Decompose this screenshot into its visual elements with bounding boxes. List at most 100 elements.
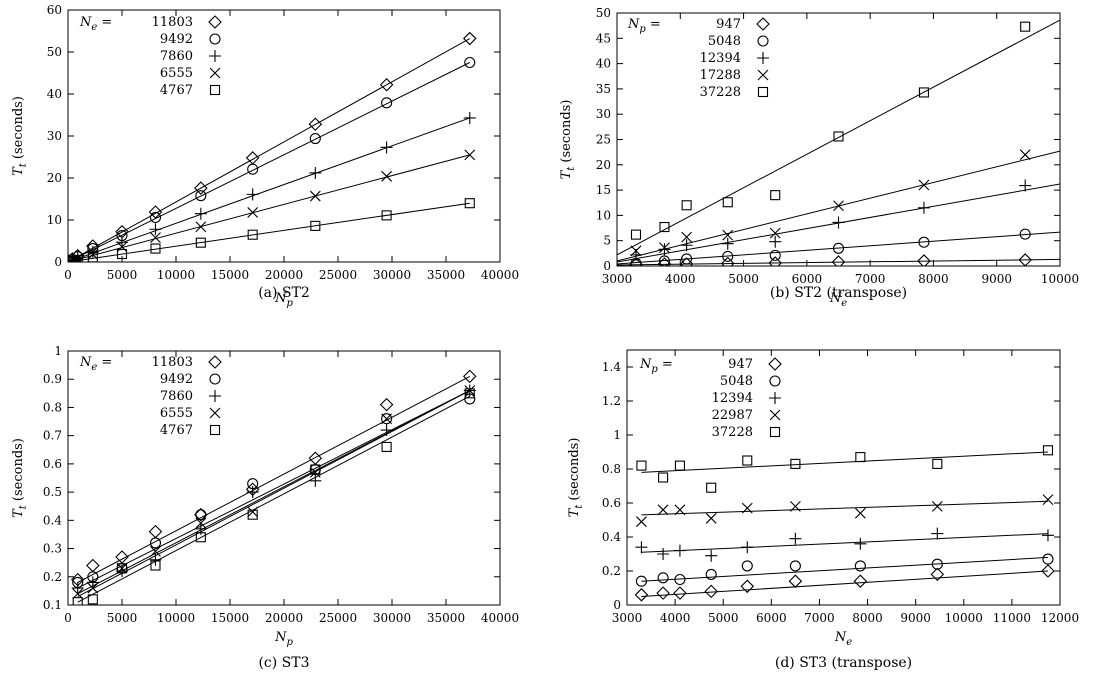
data-point-square: [1042, 445, 1054, 456]
fit-line: [641, 570, 1049, 597]
y-tick-label: 10: [47, 213, 62, 227]
y-tick-label: 0.1: [43, 598, 62, 612]
x-tick-label: 3000: [602, 272, 633, 286]
legend-entry-label: 11803: [152, 15, 193, 30]
data-point-cross: [116, 241, 128, 253]
y-tick-label: 1: [54, 344, 62, 358]
x-axis-label: Ne: [829, 291, 847, 309]
x-tick-label: 5000: [107, 268, 138, 282]
y-axis-label: Tt (seconds): [559, 100, 577, 180]
plot-frame: [626, 349, 1061, 606]
legend-entry-label: 4767: [160, 83, 193, 98]
legend-marker-plus: [209, 390, 221, 402]
data-point-circle: [705, 568, 717, 580]
x-tick-label: 35000: [427, 611, 465, 625]
data-point-square: [68, 256, 78, 262]
data-point-plus: [149, 223, 162, 236]
data-point-square: [72, 254, 83, 262]
data-point-square: [636, 460, 647, 471]
data-point-diamond: [831, 255, 846, 266]
legend-marker-cross: [769, 409, 781, 421]
x-axis-label: Np: [274, 630, 293, 648]
data-point-square: [742, 455, 753, 466]
data-point-square: [833, 131, 844, 142]
y-tick-label: 25: [596, 133, 611, 147]
data-point-plus: [680, 239, 693, 252]
data-point-plus: [1019, 179, 1032, 192]
x-tick-label: 25000: [319, 611, 357, 625]
data-point-cross: [790, 501, 801, 512]
data-point-cross: [247, 207, 259, 218]
data-point-square: [116, 248, 128, 260]
y-tick-label: 0.2: [602, 564, 621, 578]
x-tick-label: 9000: [900, 611, 931, 625]
series-17288: [617, 149, 1060, 262]
y-tick-label: 0.2: [43, 570, 62, 584]
data-point-cross: [674, 504, 686, 516]
data-point-plus: [789, 532, 802, 545]
data-point-cross: [1042, 494, 1054, 505]
data-point-circle: [195, 509, 207, 521]
y-tick-label: 50: [47, 45, 62, 59]
fit-line: [68, 62, 470, 262]
x-tick-label: 4000: [660, 611, 691, 625]
data-point-diamond: [379, 77, 394, 92]
legend-entry-label: 37228: [712, 425, 753, 440]
y-tick-label: 20: [47, 171, 62, 185]
fit-line: [617, 19, 1060, 256]
data-point-plus: [832, 216, 845, 229]
data-point-cross: [769, 227, 781, 239]
x-tick-label: 35000: [427, 268, 465, 282]
data-point-cross: [722, 229, 734, 241]
legend-entry-label: 12394: [700, 51, 741, 66]
series-9492: [72, 390, 476, 589]
x-tick-label: 10000: [157, 611, 195, 625]
fit-line: [617, 231, 1060, 265]
data-point-square: [722, 197, 733, 208]
legend-marker-square: [757, 86, 769, 98]
legend: Np = 947 5048 12394 22987 37228: [639, 357, 782, 440]
x-tick-label: 7000: [855, 272, 886, 286]
data-point-square: [674, 460, 685, 471]
legend-entry-label: 5048: [708, 34, 741, 49]
legend-title: Np =: [627, 17, 661, 35]
x-tick-label: 11000: [993, 611, 1031, 625]
plot-area: [617, 19, 1060, 266]
data-point-circle: [681, 253, 693, 265]
panel-caption: (d) ST3 (transpose): [775, 655, 912, 671]
series-37228: [636, 445, 1054, 493]
y-tick-label: 35: [596, 82, 611, 96]
data-point-square: [195, 237, 206, 248]
data-point-cross: [636, 516, 647, 528]
legend-marker-square: [209, 424, 221, 436]
legend-marker-square: [209, 84, 221, 96]
data-point-circle: [635, 575, 647, 587]
y-tick-label: 30: [47, 129, 62, 143]
x-tick-label: 4000: [665, 272, 696, 286]
legend-entry-label: 12394: [712, 391, 753, 406]
data-point-diamond: [86, 558, 100, 573]
fit-line: [68, 202, 470, 262]
legend-entry-label: 947: [716, 17, 741, 32]
y-tick-label: 0.4: [43, 513, 62, 527]
data-point-diamond: [148, 524, 163, 539]
data-point-circle: [854, 560, 866, 572]
data-point-plus: [673, 544, 686, 557]
data-point-square: [247, 509, 258, 520]
legend-marker-plus: [209, 50, 221, 62]
data-point-plus: [246, 486, 259, 499]
data-point-diamond: [308, 451, 323, 466]
chart-panel-c: 0 5000 10000 15000 20000 25000 30000 35000 40000…: [11, 344, 519, 671]
x-tick-label: 3000: [612, 611, 643, 625]
data-point-cross: [464, 149, 476, 161]
data-point-circle: [247, 163, 259, 175]
series-4767: [68, 198, 475, 262]
y-tick-label: 0.9: [43, 372, 62, 386]
x-tick-label: 20000: [265, 268, 303, 282]
x-tick-label: 20000: [265, 611, 303, 625]
data-point-plus: [635, 541, 648, 554]
y-tick-label: 0.6: [602, 496, 621, 510]
legend-marker-diamond: [756, 17, 770, 31]
x-tick-label: 12000: [1041, 611, 1079, 625]
fit-line: [641, 500, 1048, 516]
